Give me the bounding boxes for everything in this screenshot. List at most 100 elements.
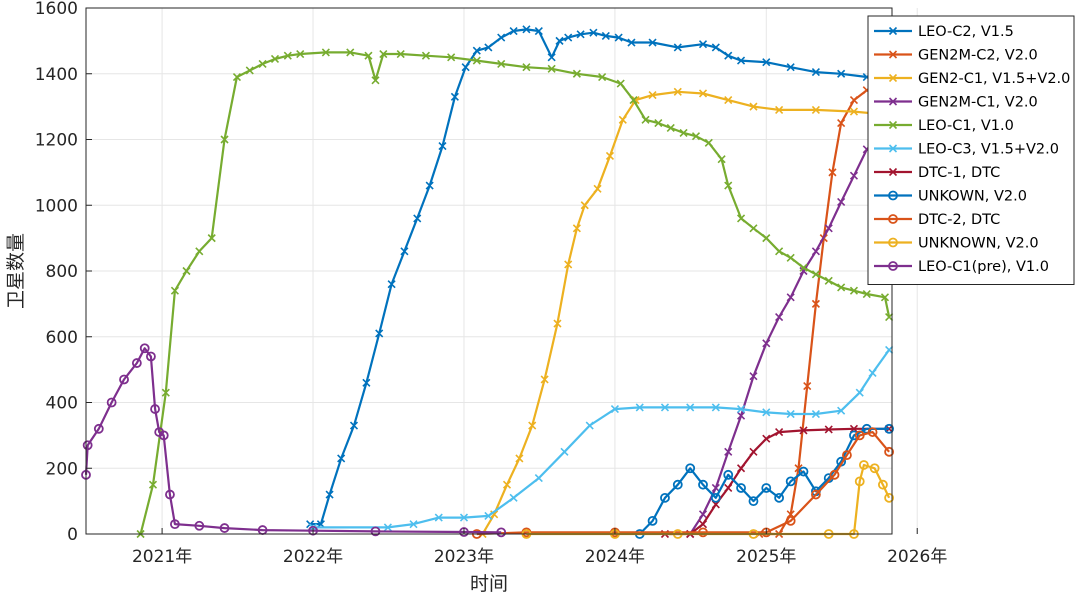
data-point [685, 463, 696, 474]
data-point [799, 263, 808, 272]
data-point [824, 224, 833, 233]
legend-swatch-marker [888, 73, 898, 83]
data-point [762, 408, 771, 417]
data-point [798, 466, 809, 477]
data-point [867, 427, 878, 437]
y-tick-label: 200 [46, 459, 78, 479]
data-point [555, 36, 564, 45]
data-point [698, 479, 708, 490]
data-point [762, 58, 771, 67]
data-point [799, 426, 808, 435]
data-point [509, 26, 518, 36]
legend-label: UNKOWN, V2.0 [918, 189, 1027, 205]
legend-swatch-marker [888, 144, 898, 153]
legend-label: GEN2M-C2, V2.0 [918, 48, 1038, 64]
data-point [880, 293, 890, 302]
data-point [711, 483, 720, 493]
data-point [148, 480, 158, 489]
data-point [425, 181, 434, 190]
data-point [704, 138, 713, 147]
data-point [885, 312, 894, 322]
data-point [131, 358, 142, 368]
data-point [837, 118, 846, 128]
series-dtc-2-dtc [471, 427, 895, 539]
x-tick-label: 2025年 [736, 547, 796, 567]
data-point [717, 155, 726, 164]
data-point [849, 171, 859, 180]
y-axis-title: 卫星数量 [5, 233, 27, 309]
data-point [736, 411, 746, 420]
data-point [837, 197, 846, 207]
data-point [785, 515, 796, 526]
data-point [421, 51, 430, 60]
legend-entry: DTC-2, DTC [874, 212, 1000, 228]
data-point [325, 490, 334, 499]
data-point [534, 474, 543, 483]
data-point [710, 492, 721, 503]
data-point [775, 105, 784, 114]
legend-entry: UNKNOWN, V2.0 [874, 236, 1039, 252]
data-point [308, 525, 318, 536]
legend-swatch-marker [888, 50, 898, 59]
data-point [786, 63, 795, 72]
series-gen2-c1-v1-5-v2-0 [478, 87, 894, 539]
data-point [824, 276, 833, 285]
data-point [849, 95, 859, 105]
data-point [811, 68, 820, 77]
legend-entry: UNKOWN, V2.0 [874, 189, 1027, 205]
data-point [497, 33, 506, 42]
data-point [321, 48, 330, 57]
data-point [884, 446, 895, 457]
data-point [811, 489, 821, 500]
data-point [698, 510, 708, 519]
data-point [660, 403, 670, 412]
data-point [364, 51, 373, 60]
data-point [786, 409, 795, 419]
y-tick-label: 1400 [35, 65, 78, 85]
data-point [170, 519, 180, 530]
data-point [641, 115, 650, 124]
legend-label: LEO-C1(pre), V1.0 [918, 259, 1049, 275]
data-point [413, 214, 422, 223]
series-line-leo-c2-v1-5 [310, 28, 890, 526]
series-leo-c1-pre-v1-0 [81, 343, 507, 538]
data-point [885, 345, 894, 354]
data-point [736, 214, 746, 223]
series-leo-c2-v1-5 [306, 25, 894, 529]
data-point [370, 526, 381, 537]
data-point [219, 523, 230, 533]
data-point [711, 43, 720, 52]
legend: LEO-C2, V1.5 GEN2M-C2, V2.0 GEN2-C1, V1.5+… [867, 15, 1075, 285]
data-point [736, 464, 746, 473]
x-tick-label: 2026年 [887, 547, 947, 567]
data-point [614, 33, 623, 42]
data-point [854, 430, 865, 441]
data-point [593, 184, 602, 193]
data-point [679, 128, 688, 137]
data-point [502, 480, 512, 489]
legend-label: GEN2M-C1, V2.0 [918, 95, 1038, 111]
series-leo-c1-v1-0 [136, 48, 894, 539]
data-point [589, 28, 598, 37]
data-point [93, 423, 104, 434]
data-point [666, 123, 675, 133]
data-point [648, 91, 657, 100]
data-point [461, 63, 470, 72]
data-point [509, 493, 518, 502]
data-point [585, 421, 594, 430]
legend-swatch-marker [888, 237, 898, 248]
data-point [629, 95, 638, 105]
data-point [560, 447, 569, 456]
data-point [540, 375, 549, 384]
data-point [631, 95, 640, 105]
data-point [698, 527, 708, 538]
x-tick-label: 2023年 [434, 547, 494, 567]
data-point [409, 520, 418, 529]
series-leo-c3-v1-5-v2-0 [308, 345, 894, 532]
data-point [139, 343, 150, 354]
data-point [749, 102, 758, 111]
data-point [724, 483, 733, 493]
data-point [824, 425, 833, 434]
data-point [534, 26, 543, 36]
